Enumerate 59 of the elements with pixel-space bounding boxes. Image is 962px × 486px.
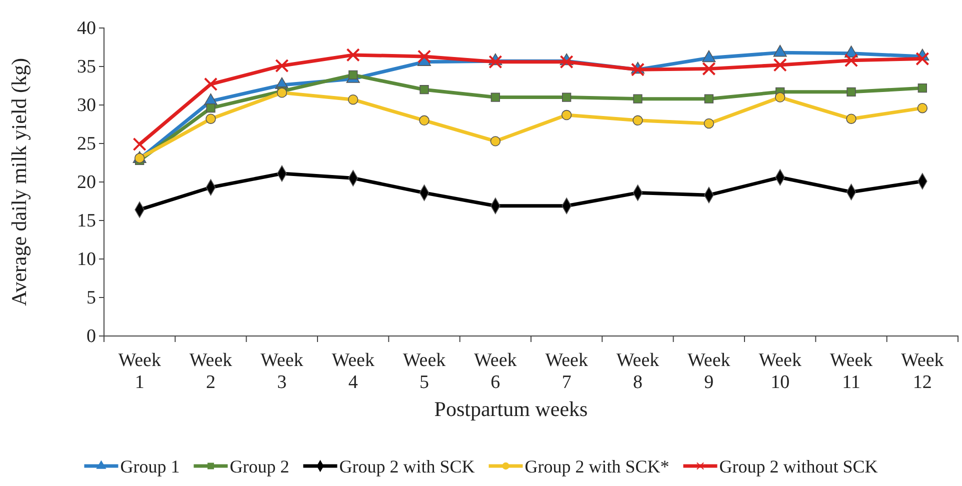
point [704,118,714,129]
point [846,114,856,124]
point [633,94,642,104]
x-tick-label: Week 1 [118,350,162,393]
legend-label: Group 2 without SCK [719,456,878,476]
y-axis-title: Average daily milk yield (kg) [7,58,31,306]
point [916,52,930,66]
y-tick-label: 30 [77,95,96,116]
point [917,102,928,114]
legend-label: Group 2 with SCK* [524,456,670,476]
point [844,54,858,68]
y-tick-label: 40 [77,18,96,40]
y-tick-label: 5 [86,288,96,309]
legend-label: Group 1 [120,456,180,476]
point [206,114,216,124]
point [846,87,856,96]
legend-label: Group 2 with SCK [339,456,475,476]
point [275,58,289,73]
x-tick-label: Week 11 [830,350,874,393]
legend-label: Group 2 [230,456,290,476]
x-tick-label: Week 12 [901,350,944,393]
point [562,92,572,102]
y-tick-label: 20 [77,172,96,194]
x-tick-label: Week 4 [332,350,375,393]
x-tick-label: Week 5 [402,350,446,393]
point [488,55,502,69]
x-axis-title: Postpartum weeks [434,397,588,421]
x-tick-label: Week 7 [545,350,588,393]
point [630,62,645,76]
point [348,70,358,80]
point [773,58,787,72]
point [419,115,430,126]
point [490,92,500,102]
point [632,115,643,126]
point [918,83,927,93]
point [490,136,501,146]
y-tick-label: 15 [77,210,96,232]
y-tick-label: 25 [77,134,96,155]
x-tick-label: Week 6 [474,350,518,393]
y-tick-label: 0 [86,326,96,348]
point [346,48,360,62]
point [702,62,716,76]
point [348,94,358,105]
x-tick-label: Week 9 [688,350,731,393]
y-tick-label: 10 [77,249,96,270]
point [420,85,429,94]
y-tick-label: 35 [77,56,96,78]
point [204,77,218,92]
x-tick-label: Week 3 [260,350,304,393]
x-tick-label: Week 8 [616,350,660,393]
x-tick-label: Week 2 [189,350,233,393]
point [417,50,432,64]
x-tick-label: Week 10 [758,350,802,393]
point [704,94,714,104]
point [561,110,572,120]
point [132,137,146,152]
point [206,103,216,113]
point [560,55,574,69]
point [774,92,786,102]
